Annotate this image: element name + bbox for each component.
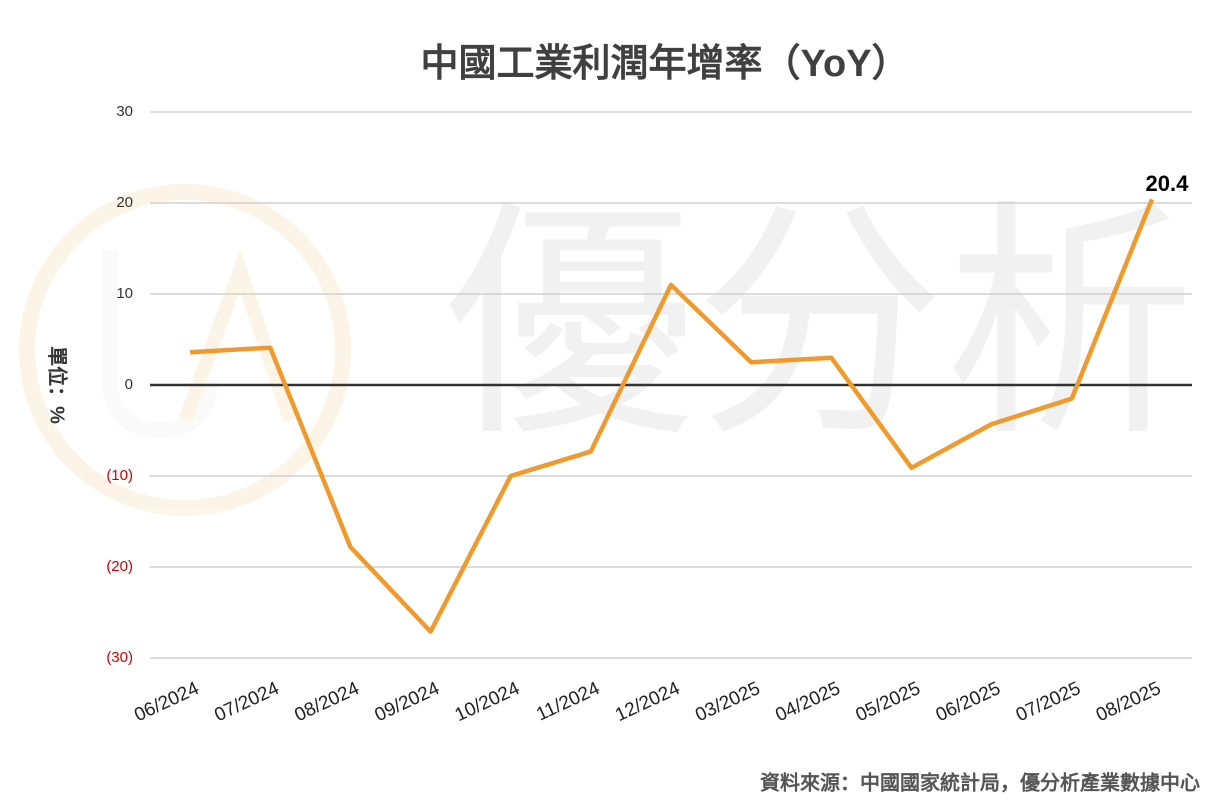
line-series [189, 198, 1155, 634]
x-tick-label: 07/2025 [1013, 678, 1084, 726]
y-tick-label: 0 [125, 376, 133, 393]
chart-title: 中國工業利潤年增率（YoY） [420, 43, 909, 85]
x-tick-label: 04/2025 [772, 678, 843, 726]
data-label: 20.4 [1146, 171, 1190, 196]
x-tick-label: 08/2025 [1093, 678, 1164, 726]
x-tick-label: 10/2024 [452, 678, 524, 726]
x-tick-label: 05/2025 [853, 678, 924, 726]
y-tick-label: (20) [106, 558, 133, 575]
x-tick-label: 03/2025 [692, 678, 763, 726]
y-tick-label: 20 [116, 194, 133, 211]
y-tick-label: (30) [106, 649, 133, 666]
y-tick-label: 10 [116, 285, 133, 302]
x-tick-label: 11/2024 [533, 678, 603, 726]
y-tick-label: 30 [116, 103, 133, 120]
y-axis-label: 單位：% [46, 346, 70, 424]
y-tick-label: (10) [106, 467, 133, 484]
x-tick-label: 07/2024 [211, 678, 283, 726]
watermark-logo [19, 184, 351, 516]
x-tick-label: 09/2024 [372, 678, 444, 726]
x-tick-label: 08/2024 [291, 678, 363, 726]
x-tick-label: 12/2024 [612, 678, 684, 726]
source-note: 資料來源：中國國家統計局，優分析產業數據中心 [760, 770, 1200, 794]
x-tick-label: 06/2025 [933, 678, 1004, 726]
x-tick-label: 06/2024 [131, 678, 203, 726]
watermark-text: 優分析 [445, 185, 1195, 464]
